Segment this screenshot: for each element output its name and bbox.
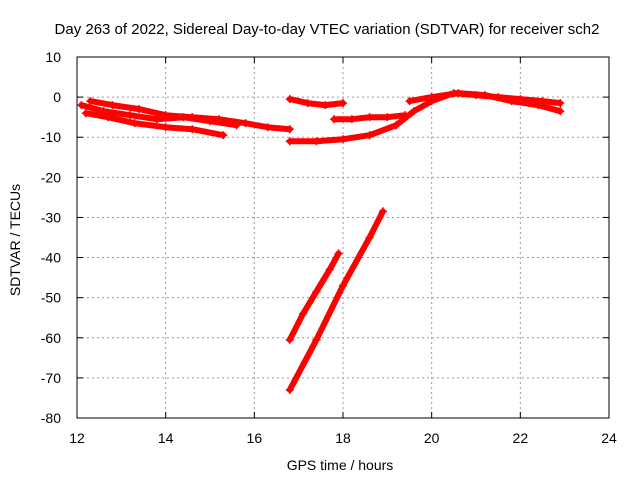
data-point [285,125,294,134]
data-point [285,137,294,146]
x-tick-label: 14 [158,430,174,446]
y-tick-label: -60 [41,330,61,346]
data-point [365,131,374,140]
tick-layer: 12 14 16 18 20 22 24 10 0 -10 -20 -30 -40 -50 -60 -70 -8… [41,49,617,446]
data-point [86,97,95,106]
data-point [188,113,197,122]
data-point [77,101,86,110]
y-tick-label: -70 [41,370,61,386]
data-point [325,265,334,274]
data-point [409,107,418,116]
data-point [161,123,170,132]
data-point [330,115,339,124]
data-point [285,385,294,394]
data-point [104,113,113,122]
x-tick-label: 18 [335,430,351,446]
chart-title: Day 263 of 2022, Sidereal Day-to-day VTE… [55,21,600,38]
data-point [130,119,139,128]
data-point [392,121,401,130]
data-point [312,137,321,146]
data-point [285,335,294,344]
data-point [339,281,347,290]
data-point [312,287,321,296]
data-point [299,309,308,318]
data-point [152,115,161,124]
y-tick-label: 10 [45,49,61,65]
data-point [188,125,197,134]
data-point [334,249,343,258]
data-point [214,115,223,124]
series-line-arc-d [286,96,346,109]
y-tick-label: -30 [41,209,61,225]
data-point [556,107,565,116]
data-point [454,89,463,98]
data-point [81,109,90,118]
y-tick-label: -40 [41,250,61,266]
data-point [303,99,312,108]
series-layer [77,89,565,394]
data-point [383,113,392,122]
data-point [161,111,170,120]
data-point [378,207,387,216]
data-point [480,91,489,100]
data-point [365,113,374,122]
data-point [312,335,321,344]
data-point [126,111,135,120]
x-tick-label: 12 [69,430,85,446]
y-tick-label: 0 [53,89,61,105]
data-point [285,95,294,104]
data-point [339,99,347,108]
y-tick-label: -80 [41,410,61,426]
series-line-arc-h [286,250,342,343]
x-tick-label: 24 [601,430,617,446]
data-point [556,99,565,108]
y-tick-label: -50 [41,290,61,306]
data-point [241,119,250,128]
data-point [263,123,272,132]
data-point [405,97,414,106]
x-tick-label: 16 [247,430,263,446]
data-point [321,101,330,110]
y-tick-label: -10 [41,129,61,145]
x-tick-label: 22 [513,430,529,446]
data-point [219,131,228,140]
data-point [534,101,543,110]
x-tick-label: 20 [424,430,440,446]
data-point [108,101,117,110]
data-point [427,93,436,102]
y-axis-label: SDTVAR / TECUs [7,184,23,296]
data-point [135,105,144,114]
y-tick-label: -20 [41,169,61,185]
data-point [347,115,356,124]
data-point [339,135,347,144]
data-point [507,97,516,106]
data-point [365,233,374,242]
x-axis-label: GPS time / hours [287,457,394,473]
